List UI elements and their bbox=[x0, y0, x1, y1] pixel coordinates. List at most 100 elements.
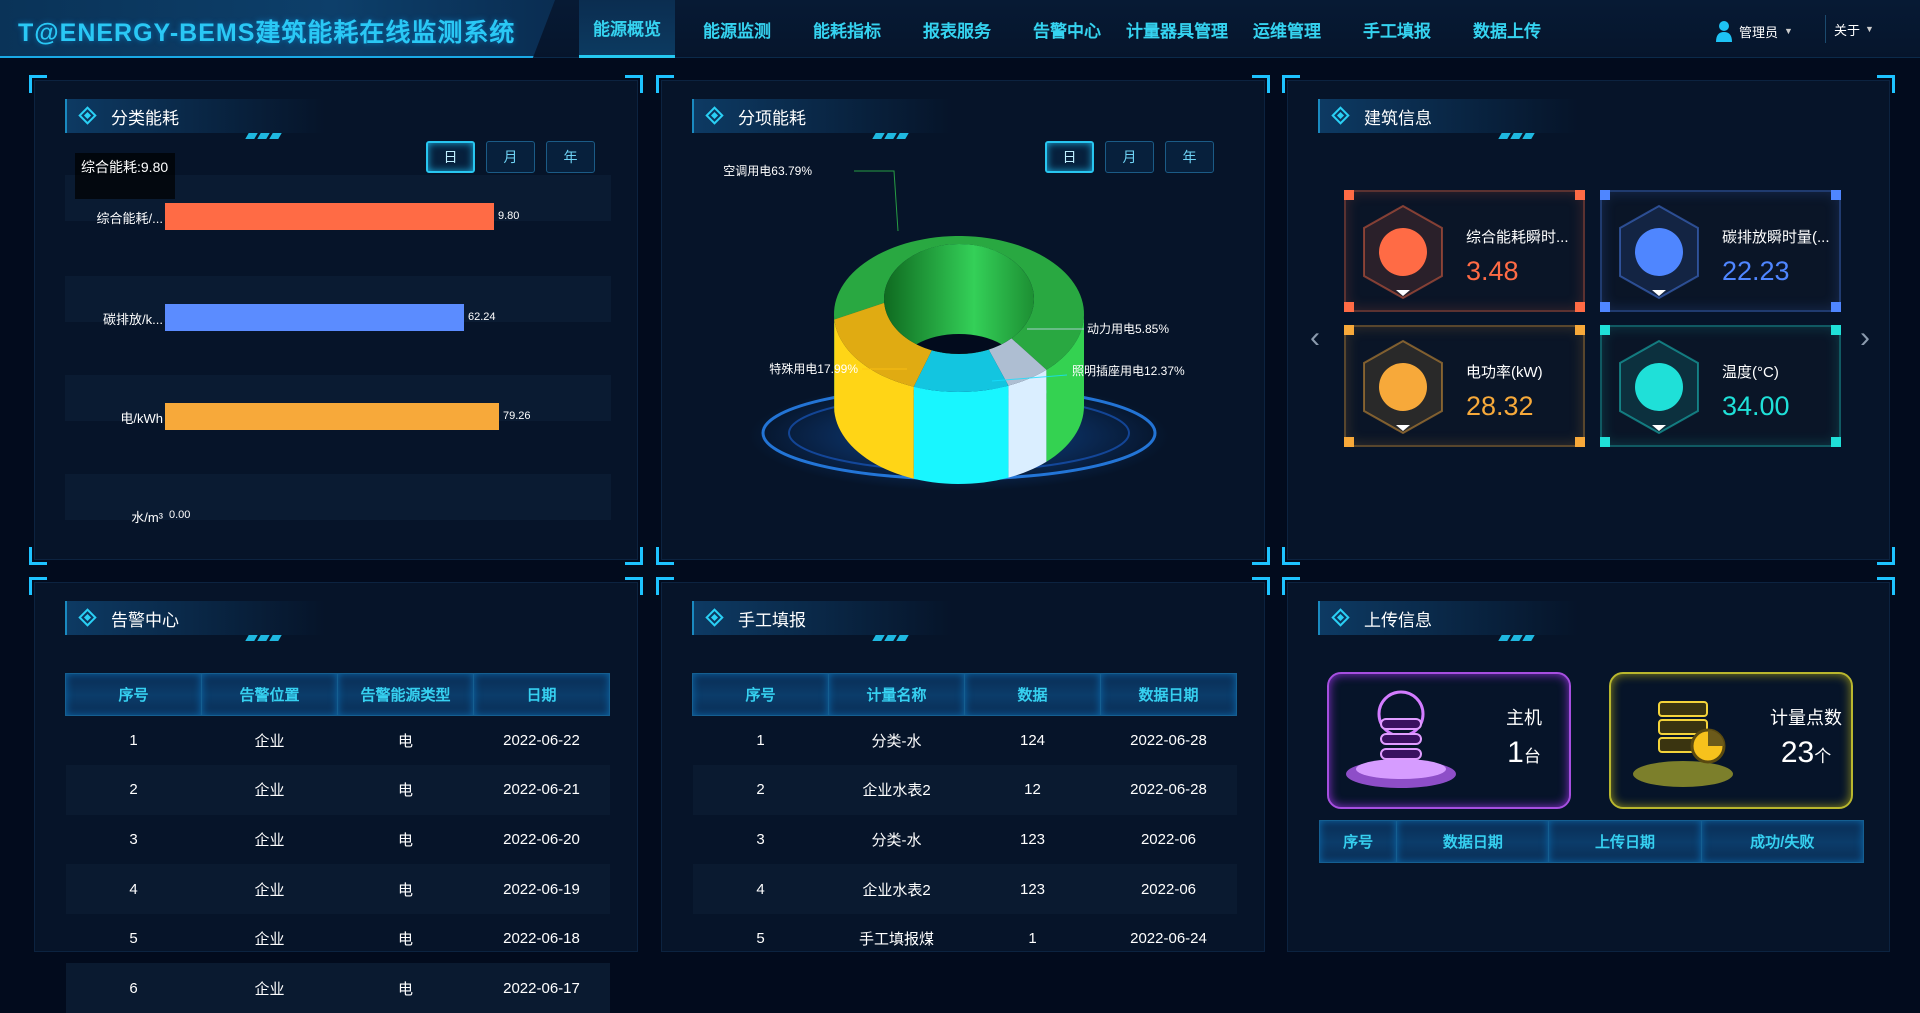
donut-slice-side bbox=[1008, 370, 1046, 478]
cloud-server-icon bbox=[1329, 674, 1479, 811]
table-cell: 3 bbox=[693, 815, 829, 865]
table-cell: 电 bbox=[338, 716, 474, 766]
building-metric-card: 综合能耗瞬时... 3.48 bbox=[1344, 190, 1585, 312]
table-cell: 1 bbox=[66, 716, 202, 766]
nav-maintenance[interactable]: 运维管理 bbox=[1233, 0, 1341, 58]
table-cell: 企业 bbox=[202, 864, 338, 914]
year-button[interactable]: 年 bbox=[546, 141, 595, 173]
app-title: T@ENERGY-BEMS建筑能耗在线监测系统 bbox=[18, 13, 515, 49]
table-cell: 2022-06-24 bbox=[1101, 914, 1237, 964]
table-cell: 2022-06-19 bbox=[474, 864, 610, 914]
metric-label: 综合能耗瞬时... bbox=[1466, 226, 1581, 247]
column-header[interactable]: 序号 bbox=[66, 674, 202, 716]
table-cell: 电 bbox=[338, 914, 474, 964]
slice-label: 空调用电63.79% bbox=[723, 164, 812, 178]
panel-title: 建筑信息 bbox=[1318, 99, 1578, 133]
table-cell: 电 bbox=[338, 864, 474, 914]
nav-alarm-center[interactable]: 告警中心 bbox=[1013, 0, 1121, 58]
column-header[interactable]: 日期 bbox=[474, 674, 610, 716]
table-cell: 企业 bbox=[202, 963, 338, 1013]
nav-indicators[interactable]: 能耗指标 bbox=[793, 0, 901, 58]
table-cell: 2022-06 bbox=[1101, 815, 1237, 865]
table-cell: 124 bbox=[965, 716, 1101, 766]
donut-slice-side bbox=[914, 386, 1009, 484]
upload-table: 序号数据日期上传日期成功/失败 bbox=[1319, 820, 1864, 863]
nav-data-upload[interactable]: 数据上传 bbox=[1453, 0, 1561, 58]
bar-category-label: 电/kWh bbox=[35, 408, 163, 427]
table-cell: 电 bbox=[338, 815, 474, 865]
column-header[interactable]: 数据 bbox=[965, 674, 1101, 716]
chart-tooltip: 综合能耗:9.80 bbox=[75, 153, 175, 199]
itemized-energy-panel: 分项能耗 日 月 年 空调用电63.79%动力用电5.85%照明插座用电12.3… bbox=[661, 80, 1265, 560]
month-button[interactable]: 月 bbox=[486, 141, 535, 173]
pie-chart-icon bbox=[1346, 192, 1456, 314]
table-header-row: 序号数据日期上传日期成功/失败 bbox=[1320, 821, 1864, 863]
metric-label: 碳排放瞬时量(... bbox=[1722, 226, 1837, 247]
diamond-icon bbox=[1331, 608, 1349, 626]
bar-mark[interactable] bbox=[165, 304, 464, 331]
bar-mark[interactable] bbox=[165, 403, 499, 430]
panel-title: 分类能耗 bbox=[65, 99, 325, 133]
user-icon bbox=[1715, 20, 1733, 42]
table-cell: 4 bbox=[693, 864, 829, 914]
table-cell: 企业 bbox=[202, 716, 338, 766]
table-cell: 2022-06-28 bbox=[1101, 716, 1237, 766]
diamond-icon bbox=[1331, 106, 1349, 124]
table-cell: 企业水表2 bbox=[829, 864, 965, 914]
table-cell: 企业水表2 bbox=[829, 765, 965, 815]
bar-value-label: 9.80 bbox=[498, 210, 519, 222]
column-header[interactable]: 计量名称 bbox=[829, 674, 965, 716]
column-header[interactable]: 告警位置 bbox=[202, 674, 338, 716]
column-header[interactable]: 序号 bbox=[693, 674, 829, 716]
building-metric-card: 温度(°C) 34.00 bbox=[1600, 325, 1841, 447]
slice-label: 动力用电5.85% bbox=[1087, 322, 1169, 336]
table-cell: 2022-06-28 bbox=[1101, 765, 1237, 815]
panel-title: 手工填报 bbox=[692, 601, 952, 635]
column-header[interactable]: 告警能源类型 bbox=[338, 674, 474, 716]
bar-value-label: 79.26 bbox=[503, 410, 531, 422]
bar-mark[interactable] bbox=[165, 203, 494, 230]
table-cell: 手工填报煤 bbox=[829, 914, 965, 964]
nav-overview[interactable]: 能源概览 bbox=[579, 0, 675, 58]
table-cell: 1 bbox=[965, 914, 1101, 964]
table-cell: 123 bbox=[965, 815, 1101, 865]
table-cell: 企业 bbox=[202, 914, 338, 964]
about-menu[interactable]: 关于 ▼ bbox=[1825, 15, 1874, 43]
metric-value: 34.00 bbox=[1722, 391, 1790, 422]
day-button[interactable]: 日 bbox=[426, 141, 475, 173]
column-header[interactable]: 成功/失败 bbox=[1701, 821, 1864, 863]
nav-manual-entry[interactable]: 手工填报 bbox=[1343, 0, 1451, 58]
nav-monitoring[interactable]: 能源监测 bbox=[683, 0, 791, 58]
bar-value-label: 0.00 bbox=[169, 509, 190, 521]
column-header[interactable]: 上传日期 bbox=[1549, 821, 1701, 863]
user-menu[interactable]: 管理员 ▼ bbox=[1715, 20, 1793, 42]
column-header[interactable]: 数据日期 bbox=[1101, 674, 1237, 716]
column-header[interactable]: 序号 bbox=[1320, 821, 1397, 863]
diamond-icon bbox=[78, 608, 96, 626]
table-cell: 2 bbox=[66, 765, 202, 815]
panel-title: 告警中心 bbox=[65, 601, 325, 635]
column-header[interactable]: 数据日期 bbox=[1397, 821, 1549, 863]
nav-meter-management[interactable]: 计量器具管理 bbox=[1123, 0, 1231, 58]
table-cell: 2022-06-17 bbox=[474, 963, 610, 1013]
table-cell: 5 bbox=[693, 914, 829, 964]
carousel-next-arrow[interactable]: › bbox=[1860, 321, 1870, 355]
table-cell: 分类-水 bbox=[829, 815, 965, 865]
carousel-prev-arrow[interactable]: ‹ bbox=[1310, 321, 1320, 355]
host-count-card: 主机 1台 bbox=[1327, 672, 1571, 809]
nav-reports[interactable]: 报表服务 bbox=[903, 0, 1011, 58]
